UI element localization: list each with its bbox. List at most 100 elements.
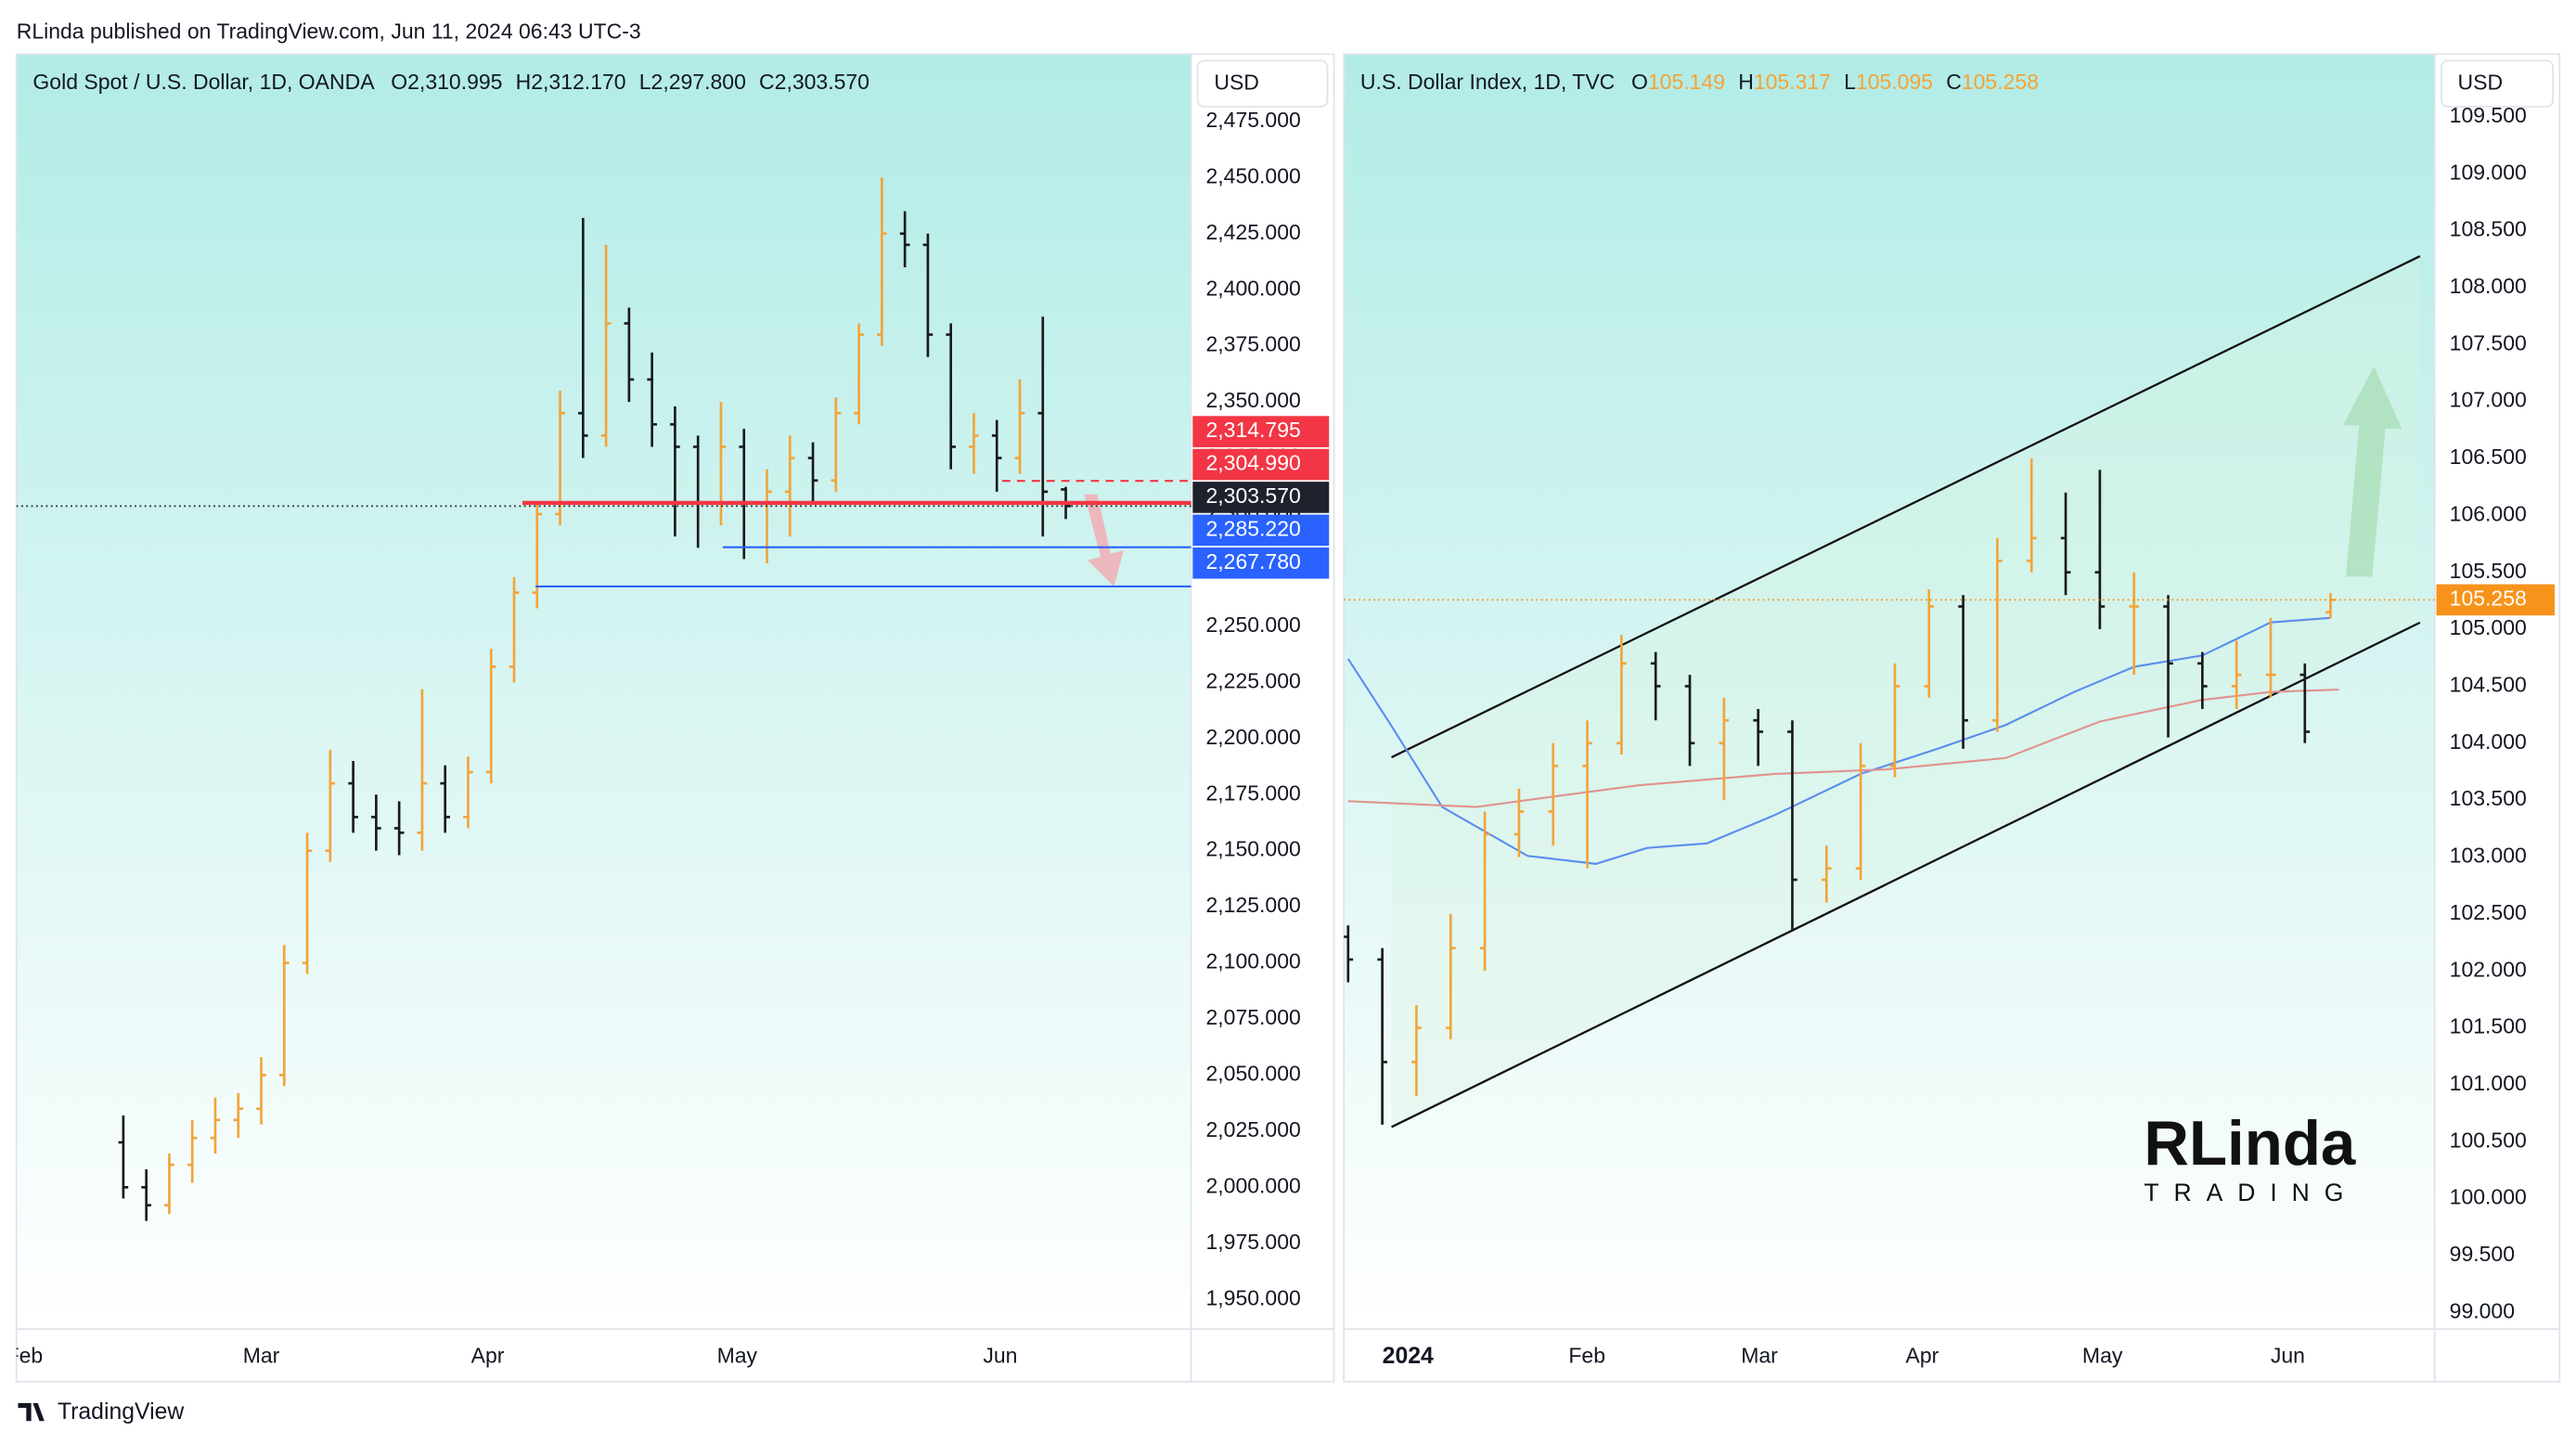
currency-box	[1196, 59, 1329, 108]
y-tick-label: 2,350.000	[1205, 388, 1300, 412]
y-tick-label: 104.500	[2450, 672, 2527, 696]
panel-gold	[16, 54, 1191, 1330]
logo-sub: TRADING	[2144, 1179, 2358, 1206]
y-tick-label: 2,100.000	[1205, 949, 1300, 973]
price-tag	[2436, 584, 2555, 616]
y-tick-label: 2,250.000	[1205, 612, 1300, 637]
legend-key: L	[639, 70, 651, 94]
y-tick-label: 2,375.000	[1205, 332, 1300, 356]
tv-logo	[18, 1402, 45, 1422]
currency: USD	[2458, 70, 2504, 94]
price-tag-label: 2,267.780	[1205, 549, 1300, 574]
price-tag	[1192, 416, 1330, 447]
y-tick-label: 2,475.000	[1205, 108, 1300, 132]
currency-box	[2440, 59, 2555, 108]
legend-key: H	[1738, 70, 1754, 94]
header: RLinda published on TradingView.com, Jun…	[17, 19, 641, 43]
legend-key: L	[1844, 70, 1856, 94]
y-tick-label: 102.000	[2450, 957, 2527, 981]
currency: USD	[1214, 70, 1259, 94]
legend-title: Gold Spot / U.S. Dollar, 1D, OANDA	[32, 70, 375, 94]
price-tag-label: 2,314.795	[1205, 418, 1300, 442]
price-tag	[1192, 482, 1330, 513]
legend: U.S. Dollar Index, 1D, TVC O105.149 H105.3…	[1360, 70, 2039, 94]
legend-title: U.S. Dollar Index, 1D, TVC	[1360, 70, 1615, 94]
channel-fill	[1391, 256, 2420, 1128]
y-tick-label: 103.500	[2450, 786, 2527, 810]
legend-value: 2,310.995	[407, 70, 502, 94]
x-tick-label: Jun	[2271, 1343, 2305, 1367]
y-tick-label: 100.000	[2450, 1185, 2527, 1209]
legend-value: 2,312.170	[531, 70, 625, 94]
plot	[118, 177, 1071, 1221]
y-tick-label: 109.000	[2450, 160, 2527, 184]
y-tick-label: 108.000	[2450, 274, 2527, 298]
y-tick-label: 2,150.000	[1205, 837, 1300, 861]
y-tick-label: 105.500	[2450, 559, 2527, 583]
legend-value: 2,303.570	[775, 70, 869, 94]
legend-key: C	[759, 70, 775, 94]
y-tick-label: 1,975.000	[1205, 1230, 1300, 1254]
y-tick-label: 101.000	[2450, 1071, 2527, 1095]
y-tick-label: 2,050.000	[1205, 1062, 1300, 1086]
y-tick-label: 2,025.000	[1205, 1117, 1300, 1141]
y-tick-label: 108.500	[2450, 217, 2527, 241]
y-tick-label: 107.000	[2450, 388, 2527, 412]
y-tick-label: 2,000.000	[1205, 1173, 1300, 1197]
y-tick-label: 107.500	[2450, 330, 2527, 355]
x-axis: Feb Mar Apr May Jun	[17, 1343, 1018, 1367]
y-tick-label: 2,425.000	[1205, 220, 1300, 244]
y-tick-label: 2,075.000	[1205, 1005, 1300, 1029]
y-tick-label: 101.500	[2450, 1014, 2527, 1038]
price-tag	[1192, 514, 1330, 547]
y-tick-label: 2,175.000	[1205, 780, 1300, 805]
x-tick-label: Apr	[1906, 1343, 1939, 1367]
x-tick-label: Mar	[1741, 1343, 1778, 1367]
legend-value: 2,297.800	[651, 70, 746, 94]
plot	[1344, 458, 2339, 1125]
x-axis: 2024 Feb Mar Apr May Jun	[1383, 1343, 2305, 1368]
panel-borders	[15, 53, 2561, 1383]
footer: TradingView	[58, 1399, 184, 1425]
y-tick-label: 2,225.000	[1205, 668, 1300, 692]
y-tick-label: 100.500	[2450, 1128, 2527, 1152]
y-tick-label: 106.000	[2450, 501, 2527, 525]
legend-value: 105.095	[1856, 70, 1933, 94]
legend-value: 105.149	[1648, 70, 1725, 94]
legend-value: 105.258	[1962, 70, 2039, 94]
channel-upper	[1391, 255, 2421, 759]
y-tick-label: 99.500	[2450, 1242, 2515, 1266]
price-tag-label: 2,285.220	[1205, 516, 1300, 540]
price-tag-label: 2,304.990	[1205, 451, 1300, 475]
price-tag	[1192, 448, 1330, 481]
x-tick-label: 2024	[1383, 1344, 1434, 1369]
y-tick-label: 103.000	[2450, 844, 2527, 868]
y-tick-label: 102.500	[2450, 900, 2527, 924]
arrow-down	[1084, 494, 1124, 587]
price-tag-label: 105.258	[2450, 586, 2527, 610]
arrow-up	[2342, 366, 2402, 577]
y-tick-label: 105.000	[2450, 615, 2527, 639]
legend-value: 105.317	[1754, 70, 1831, 94]
price-tag-label: 2,303.570	[1205, 483, 1300, 508]
x-tick-label: Apr	[471, 1343, 505, 1367]
y-tick-label: 2,400.000	[1205, 276, 1300, 300]
y-tick-label: 2,200.000	[1205, 725, 1300, 749]
legend: Gold Spot / U.S. Dollar, 1D, OANDA O2,310…	[32, 70, 869, 94]
y-tick-label: 1,950.000	[1205, 1285, 1300, 1309]
y-tick-label: 2,125.000	[1205, 893, 1300, 917]
legend-key: H	[516, 70, 532, 94]
y-tick-label: 104.000	[2450, 729, 2527, 754]
logo-main: RLinda	[2144, 1109, 2356, 1179]
x-tick-label: Jun	[983, 1343, 1017, 1367]
channel-lower	[1391, 621, 2421, 1128]
x-tick-label: May	[717, 1343, 758, 1367]
chart-layer: 2,475.000 2,450.000 2,425.000 2,400.000 2,37…	[16, 59, 2555, 1369]
legend-key: O	[1631, 70, 1648, 94]
y-tick-label: 2,450.000	[1205, 163, 1300, 187]
y-tick-label: 106.500	[2450, 445, 2527, 469]
legend-key: O	[391, 70, 407, 94]
x-tick-label: May	[2082, 1343, 2123, 1367]
